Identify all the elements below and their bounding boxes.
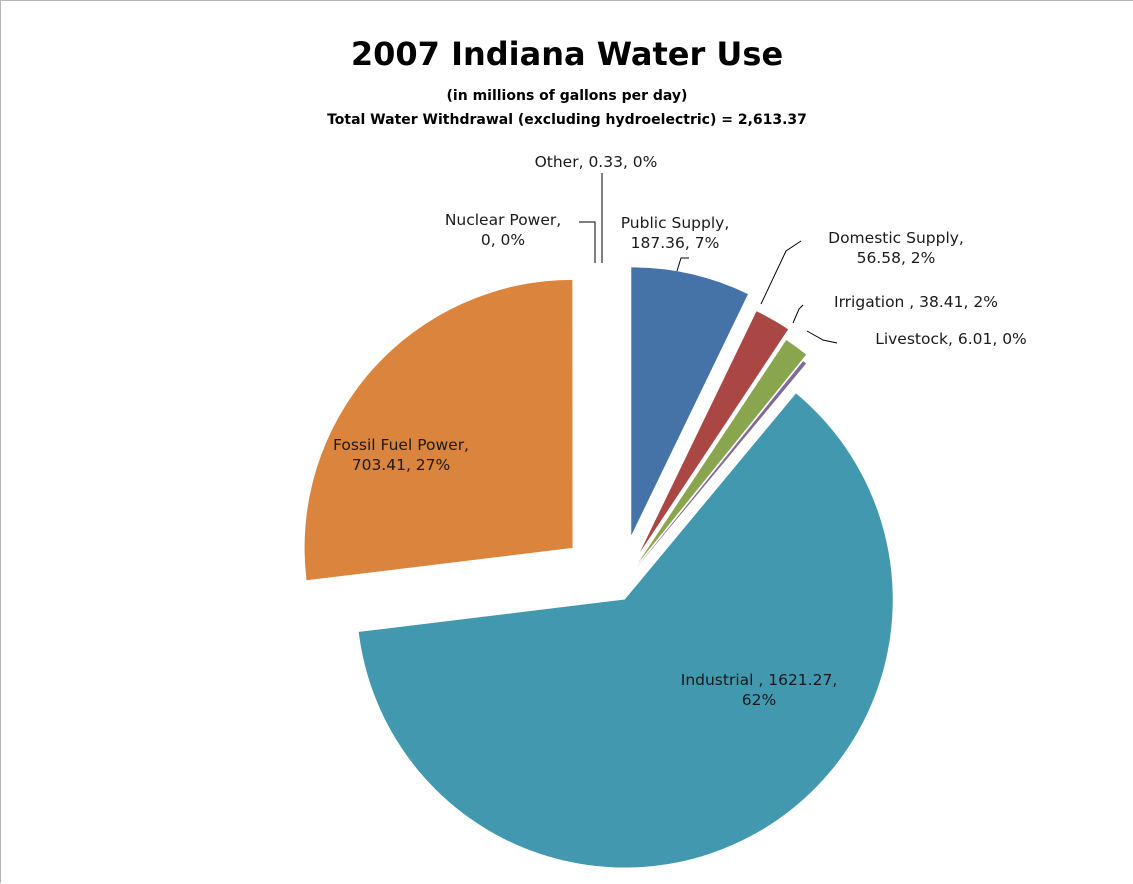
leader-lines [579,173,838,344]
pie-slice-fossil-fuel-power [304,279,573,581]
leader-line-nuclear-power [579,221,596,263]
data-label-irrigation: Irrigation , 38.41, 2% [834,293,998,311]
data-label-other-line: Other, 0.33, 0% [535,153,658,171]
data-label-domestic-supply-line: Domestic Supply, [828,229,964,247]
data-labels: Public Supply, 187.36, 7% Domestic Supply,… [333,153,1027,709]
leader-line-irrigation [792,304,804,324]
data-label-public-supply-line: 187.36, 7% [631,234,720,252]
data-label-fossil-fuel-power-line: 703.41, 27% [352,456,451,474]
data-label-other: Other, 0.33, 0% [535,153,658,171]
data-label-irrigation-line: Irrigation , 38.41, 2% [834,293,998,311]
data-label-industrial-line: 62% [742,691,776,709]
pie-slice-domestic-supply [639,311,789,553]
chart-title: 2007 Indiana Water Use [351,35,783,73]
pie-slice-public-supply [631,267,748,536]
pie-slice-industrial [358,393,893,868]
data-label-livestock-line: Livestock, 6.01, 0% [875,330,1027,348]
leader-line-domestic-supply [760,240,802,305]
leader-line-livestock [806,330,838,344]
data-label-public-supply: Public Supply, 187.36, 7% [621,214,730,252]
chart-subtitle: (in millions of gallons per day) [447,88,688,104]
data-label-nuclear-power-line: 0, 0% [481,231,525,249]
data-label-public-supply-line: Public Supply, [621,214,730,232]
data-label-industrial-line: Industrial , 1621.27, [681,671,838,689]
data-label-domestic-supply: Domestic Supply, 56.58, 2% [828,229,964,267]
pie-slice-irrigation [637,339,807,564]
data-label-fossil-fuel-power-line: Fossil Fuel Power, [333,436,469,454]
leader-line-public-supply [676,257,689,272]
data-label-fossil-fuel-power: Fossil Fuel Power, 703.41, 27% [333,436,469,474]
data-label-nuclear-power-line: Nuclear Power, [445,211,561,229]
data-label-nuclear-power: Nuclear Power, 0, 0% [445,211,561,249]
chart-subtitle-total: Total Water Withdrawal (excluding hydroe… [327,112,807,128]
pie-slice-livestock [634,361,807,570]
data-label-domestic-supply-line: 56.58, 2% [857,249,936,267]
data-label-industrial: Industrial , 1621.27, 62% [681,671,838,709]
pie-slices [304,267,893,868]
data-label-livestock: Livestock, 6.01, 0% [875,330,1027,348]
